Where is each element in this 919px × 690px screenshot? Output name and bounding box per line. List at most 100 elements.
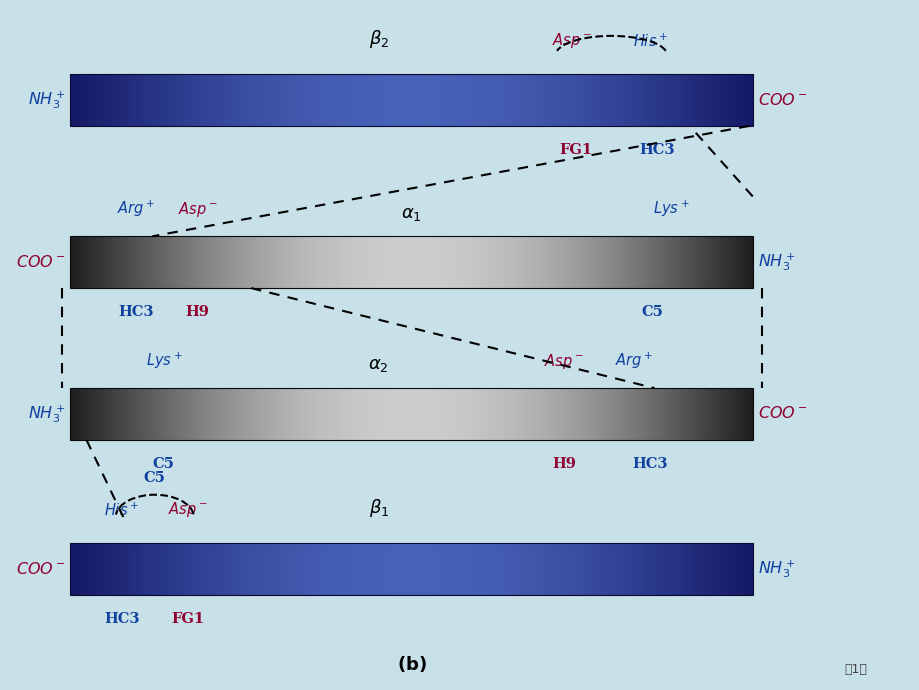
Bar: [548, 74, 552, 126]
Bar: [360, 544, 364, 595]
Bar: [131, 544, 136, 595]
Bar: [237, 388, 242, 440]
Bar: [551, 74, 555, 126]
Bar: [380, 74, 385, 126]
Bar: [630, 74, 634, 126]
Bar: [360, 74, 364, 126]
Bar: [626, 74, 630, 126]
Bar: [476, 236, 481, 288]
Bar: [70, 74, 74, 126]
Bar: [350, 236, 354, 288]
Bar: [691, 544, 696, 595]
Bar: [74, 236, 77, 288]
Bar: [749, 236, 754, 288]
Bar: [616, 236, 620, 288]
Bar: [217, 388, 221, 440]
Bar: [470, 236, 473, 288]
Bar: [128, 74, 132, 126]
Bar: [97, 544, 101, 595]
Bar: [585, 544, 590, 595]
Bar: [247, 388, 252, 440]
Bar: [647, 544, 651, 595]
Bar: [582, 236, 586, 288]
Bar: [278, 544, 282, 595]
Bar: [709, 544, 712, 595]
Bar: [470, 544, 473, 595]
Bar: [705, 236, 709, 288]
Bar: [391, 74, 395, 126]
Bar: [534, 544, 539, 595]
Bar: [732, 236, 736, 288]
Bar: [494, 388, 497, 440]
Bar: [462, 388, 467, 440]
Bar: [506, 544, 511, 595]
Bar: [671, 544, 675, 595]
Bar: [173, 388, 176, 440]
Bar: [653, 74, 658, 126]
Bar: [735, 544, 740, 595]
Bar: [743, 388, 746, 440]
Bar: [323, 388, 327, 440]
Bar: [685, 74, 688, 126]
Bar: [289, 544, 292, 595]
Bar: [370, 388, 375, 440]
Bar: [84, 388, 88, 440]
Bar: [336, 236, 340, 288]
Bar: [162, 74, 166, 126]
Bar: [384, 388, 388, 440]
Bar: [462, 74, 467, 126]
Bar: [333, 388, 337, 440]
Bar: [719, 388, 722, 440]
Bar: [637, 544, 641, 595]
Bar: [616, 388, 620, 440]
Bar: [388, 544, 391, 595]
Bar: [705, 544, 709, 595]
Bar: [695, 388, 698, 440]
Bar: [179, 236, 184, 288]
Bar: [745, 236, 750, 288]
Bar: [268, 74, 272, 126]
Bar: [633, 236, 638, 288]
Bar: [701, 236, 706, 288]
Bar: [159, 544, 163, 595]
Bar: [255, 74, 258, 126]
Bar: [554, 388, 559, 440]
Bar: [84, 544, 88, 595]
Bar: [582, 74, 586, 126]
Bar: [350, 74, 354, 126]
Bar: [633, 544, 638, 595]
Bar: [121, 74, 125, 126]
Bar: [602, 544, 607, 595]
Bar: [619, 388, 624, 440]
Bar: [70, 74, 753, 126]
Bar: [90, 74, 95, 126]
Bar: [647, 388, 651, 440]
Bar: [466, 236, 471, 288]
Bar: [207, 74, 210, 126]
Bar: [97, 74, 101, 126]
Bar: [186, 388, 190, 440]
Bar: [233, 74, 238, 126]
Bar: [233, 544, 238, 595]
Bar: [459, 236, 463, 288]
Bar: [189, 74, 194, 126]
Bar: [404, 544, 409, 595]
Bar: [289, 74, 292, 126]
Bar: [466, 74, 471, 126]
Bar: [504, 74, 507, 126]
Bar: [609, 388, 614, 440]
Bar: [528, 74, 531, 126]
Bar: [257, 388, 262, 440]
Bar: [721, 74, 726, 126]
Bar: [125, 74, 129, 126]
Bar: [87, 74, 91, 126]
Bar: [414, 74, 419, 126]
Bar: [476, 74, 481, 126]
Bar: [364, 388, 368, 440]
Bar: [721, 544, 726, 595]
Bar: [514, 74, 518, 126]
Bar: [401, 236, 405, 288]
Bar: [398, 74, 402, 126]
Bar: [428, 388, 433, 440]
Bar: [681, 388, 686, 440]
